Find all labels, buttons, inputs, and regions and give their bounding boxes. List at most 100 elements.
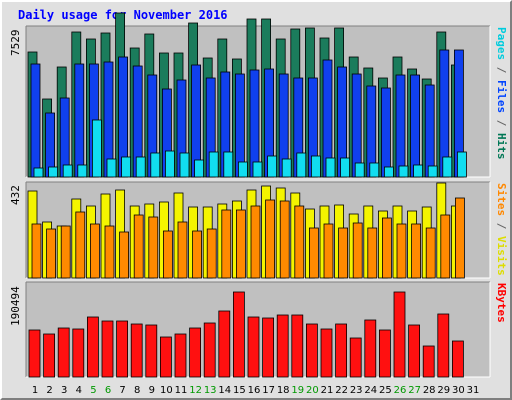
bar-sites-day-27 <box>411 223 422 279</box>
bar-sites-day-25 <box>381 217 392 279</box>
x-tick-label: 13 <box>203 385 217 396</box>
bar-sites-day-28 <box>425 227 436 279</box>
legend-entry: Files <box>495 80 508 114</box>
bar-pages-day-7 <box>121 156 131 178</box>
bar-pages-day-18 <box>281 158 292 178</box>
bar-pages-day-26 <box>398 165 409 178</box>
bar-pages-day-30 <box>456 151 467 178</box>
bar-kbytes-day-13 <box>203 322 216 378</box>
legend-entry: / <box>495 216 508 236</box>
bar-kbytes-day-1 <box>28 329 41 378</box>
bar-sites-day-26 <box>396 223 407 279</box>
bar-kbytes-day-10 <box>159 336 172 378</box>
legend-entry: Hits <box>495 133 508 160</box>
bar-kbytes-day-23 <box>349 337 362 378</box>
bar-pages-day-13 <box>208 151 219 178</box>
bar-kbytes-day-18 <box>276 314 289 378</box>
x-tick-label: 12 <box>189 385 202 396</box>
bar-pages-day-9 <box>150 152 161 178</box>
x-tick-label: 5 <box>90 385 97 396</box>
bar-kbytes-day-14 <box>218 310 231 378</box>
bar-pages-day-15 <box>237 161 248 178</box>
bar-sites-day-5 <box>90 223 100 279</box>
x-tick-label: 11 <box>174 385 188 396</box>
bar-files-day-4 <box>74 63 85 178</box>
bar-sites-day-1 <box>31 223 42 279</box>
bar-kbytes-day-5 <box>87 316 99 378</box>
bar-kbytes-day-9 <box>145 324 158 378</box>
x-tick-label: 10 <box>160 385 173 396</box>
x-tick-label: 4 <box>75 385 82 396</box>
y-max-label: 7529 <box>9 29 22 57</box>
bar-kbytes-day-27 <box>408 324 421 378</box>
x-tick-label: 24 <box>364 385 378 396</box>
bar-files-day-27 <box>410 74 421 178</box>
bar-sites-day-13 <box>206 228 217 279</box>
bar-pages-day-2 <box>48 166 58 178</box>
bar-kbytes-day-21 <box>320 328 333 378</box>
legend-entry: Visits <box>495 236 508 276</box>
bar-kbytes-day-7 <box>116 320 128 378</box>
bar-kbytes-day-22 <box>335 323 348 378</box>
bar-sites-day-10 <box>162 230 173 279</box>
bar-pages-day-16 <box>252 161 263 178</box>
bar-files-day-25 <box>380 87 391 178</box>
legend-entry: KBytes <box>495 283 508 323</box>
bar-kbytes-day-3 <box>57 327 70 378</box>
bar-files-day-16 <box>249 69 260 178</box>
bar-pages-day-10 <box>164 150 175 178</box>
bar-pages-day-14 <box>223 151 234 178</box>
bar-sites-day-16 <box>250 205 261 279</box>
bar-kbytes-day-8 <box>130 323 143 378</box>
bar-pages-day-11 <box>179 152 190 178</box>
x-tick-label: 16 <box>247 385 261 396</box>
bar-sites-day-23 <box>352 222 363 279</box>
bar-sites-day-20 <box>308 227 319 279</box>
x-tick-label: 27 <box>408 385 421 396</box>
bar-pages-day-1 <box>33 167 44 178</box>
bar-sites-day-4 <box>75 211 86 279</box>
bar-kbytes-day-15 <box>232 291 245 378</box>
bar-pages-day-6 <box>106 158 117 178</box>
bar-sites-day-9 <box>148 216 159 279</box>
bar-pages-day-17 <box>267 155 278 178</box>
bar-kbytes-day-25 <box>378 329 391 378</box>
bar-pages-day-20 <box>310 155 321 178</box>
bar-sites-day-15 <box>235 209 246 279</box>
x-tick-label: 6 <box>104 385 112 396</box>
bar-pages-day-28 <box>427 165 438 178</box>
bar-files-day-15 <box>234 73 245 178</box>
bar-pages-day-25 <box>383 166 394 178</box>
bar-sites-day-17 <box>265 199 276 279</box>
bar-kbytes-day-19 <box>291 314 304 378</box>
bar-sites-day-2 <box>46 228 56 279</box>
bar-pages-day-4 <box>77 164 88 178</box>
x-tick-label: 29 <box>437 385 451 396</box>
bar-sites-day-24 <box>367 227 378 279</box>
bar-sites-day-3 <box>60 225 71 279</box>
bar-pages-day-8 <box>135 156 146 178</box>
x-tick-label: 17 <box>262 385 275 396</box>
x-tick-label: 7 <box>119 385 126 396</box>
x-tick-label: 14 <box>218 385 232 396</box>
bar-sites-day-8 <box>133 214 144 279</box>
x-tick-label: 19 <box>291 385 305 396</box>
bar-sites-day-7 <box>119 231 129 279</box>
bar-sites-day-21 <box>323 223 334 279</box>
x-tick-label: 28 <box>422 385 436 396</box>
legend-entry: Sites <box>495 183 508 217</box>
bar-sites-day-30 <box>454 197 465 279</box>
x-tick-label: 31 <box>466 385 480 396</box>
bar-pages-day-12 <box>194 159 205 178</box>
legend-entry: Pages <box>495 27 508 61</box>
x-tick-label: 20 <box>306 385 319 396</box>
y-max-label: 432 <box>9 185 22 205</box>
bar-pages-day-3 <box>62 164 73 178</box>
legend-entry: / <box>495 113 508 133</box>
x-tick-label: 23 <box>349 385 363 396</box>
bar-kbytes-day-26 <box>393 291 406 378</box>
bar-pages-day-21 <box>325 157 336 178</box>
bar-sites-day-6 <box>104 225 115 279</box>
bar-pages-day-23 <box>354 162 365 178</box>
